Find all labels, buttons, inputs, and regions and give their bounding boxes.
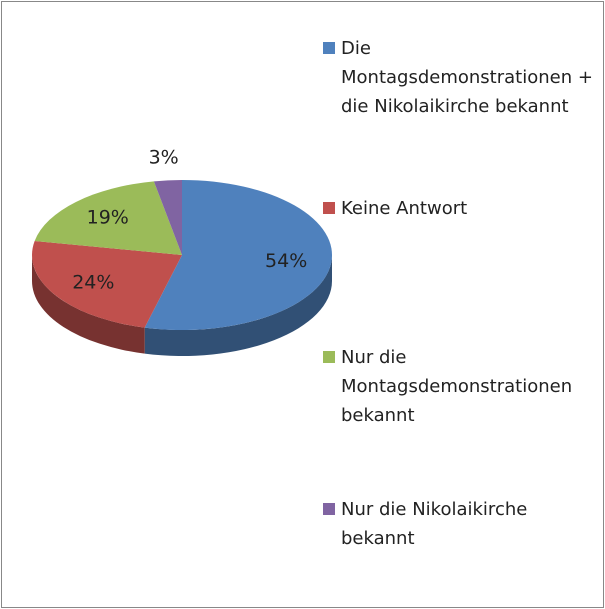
pie-slice — [153, 180, 182, 255]
legend-item: Keine Antwort — [323, 194, 598, 223]
legend-item: Nur die Nikolaikirche bekannt — [323, 495, 598, 553]
data-label: 3% — [149, 146, 179, 168]
pie-slice — [31, 240, 182, 328]
legend-label: Die Montagsdemonstrationen + die Nikolai… — [341, 38, 593, 117]
legend-swatch — [323, 42, 335, 54]
data-label: 19% — [87, 206, 129, 228]
legend-swatch — [323, 202, 335, 214]
pie-slice — [144, 180, 333, 330]
data-label: 24% — [72, 272, 114, 294]
legend-label: Nur die Montagsdemonstrationen bekannt — [341, 347, 573, 426]
legend-item: Nur die Montagsdemonstrationen bekannt — [323, 343, 598, 430]
data-label: 54% — [265, 250, 307, 272]
legend-item: Die Montagsdemonstrationen + die Nikolai… — [323, 34, 598, 121]
pie-side — [144, 255, 332, 357]
legend-label: Nur die Nikolaikirche bekannt — [341, 499, 528, 549]
pie-slice — [34, 181, 182, 255]
legend-swatch — [323, 351, 335, 363]
pie-side — [32, 255, 145, 354]
legend-swatch — [323, 503, 335, 515]
legend-label: Keine Antwort — [341, 198, 468, 219]
